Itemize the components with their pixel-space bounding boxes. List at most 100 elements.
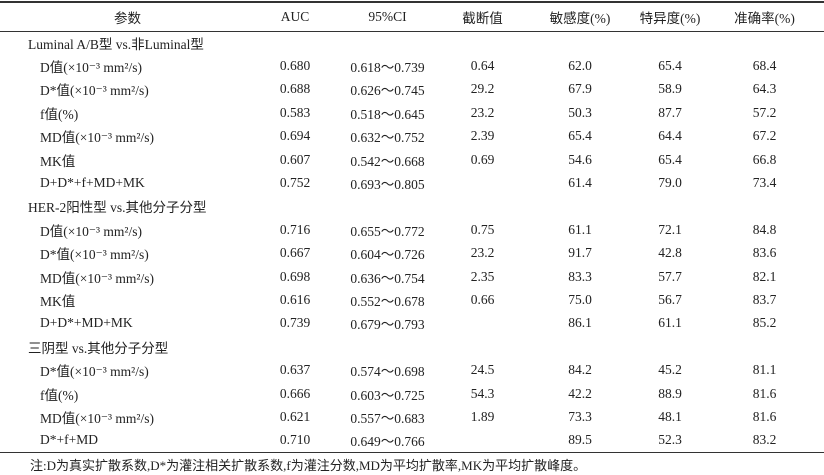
value-cell: 56.7	[658, 291, 682, 307]
value-cell: 0.557～0.683	[350, 410, 425, 426]
value-cell: 89.5	[525, 428, 635, 453]
value-cell: 75.0	[568, 291, 592, 307]
data-row: D值(×10⁻³ mm²/s) 0.680 0.618～0.739 0.64 62.0 6…	[0, 54, 824, 77]
value-cell: 0.637	[279, 362, 311, 378]
value-cell: 61.1	[568, 221, 592, 237]
value-cell: 61.4	[568, 175, 592, 191]
value-cell: 0.716	[279, 221, 311, 237]
param-cell: D+D*+f+MD+MK	[40, 175, 145, 191]
footnote: 注:D为真实扩散系数,D*为灌注相关扩散系数,f为灌注分数,MD为平均扩散率,M…	[30, 458, 587, 473]
value-cell: 0.632～0.752	[350, 130, 425, 146]
value-cell: 42.2	[568, 385, 592, 401]
value-cell: 0.69	[470, 151, 495, 167]
value-cell: 29.2	[470, 81, 495, 97]
value-cell: 61.1	[658, 315, 682, 331]
data-row: D+D*+f+MD+MK 0.752 0.693～0.805 61.4 79.0 73.4	[0, 171, 824, 194]
value-cell: 65.4	[658, 151, 682, 167]
param-cell: D*+f+MD	[0, 428, 255, 453]
value-cell: 54.6	[568, 151, 592, 167]
data-row: MK值 0.607 0.542～0.668 0.69 54.6 65.4 66.8	[0, 148, 824, 171]
value-cell: 66.8	[752, 151, 777, 167]
value-cell: 0.649～0.766	[335, 428, 440, 453]
value-cell: 0.616	[279, 291, 311, 307]
value-cell: 68.4	[752, 58, 777, 74]
value-cell: 23.2	[470, 245, 495, 261]
value-cell: 0.666	[279, 385, 311, 401]
value-cell: 88.9	[658, 385, 682, 401]
header-cell: 参数	[0, 1, 255, 32]
value-cell: 0.626～0.745	[350, 83, 425, 99]
value-cell: 67.2	[752, 128, 777, 144]
value-cell: 0.679～0.793	[350, 317, 425, 333]
value-cell: 0.607	[279, 151, 311, 167]
value-cell: 65.4	[658, 58, 682, 74]
group-row: Luminal A/B型 vs.非Luminal型	[0, 31, 824, 54]
param-cell: MK值	[40, 293, 76, 309]
value-cell: 0.552～0.678	[350, 293, 425, 309]
value-cell: 57.7	[658, 268, 682, 284]
value-cell: 1.89	[470, 408, 495, 424]
param-cell: D*值(×10⁻³ mm²/s)	[40, 83, 149, 99]
value-cell: 82.1	[752, 268, 777, 284]
value-cell: 85.2	[752, 315, 777, 331]
data-row: D值(×10⁻³ mm²/s) 0.716 0.655～0.772 0.75 61.1 7…	[0, 218, 824, 241]
value-cell: 87.7	[658, 104, 682, 120]
data-row: MD值(×10⁻³ mm²/s) 0.621 0.557～0.683 1.89 73.3…	[0, 405, 824, 428]
value-cell: 81.1	[752, 362, 777, 378]
header-cell: 敏感度(%)	[525, 1, 635, 32]
value-cell: 86.1	[568, 315, 592, 331]
value-cell: 0.693～0.805	[350, 177, 425, 193]
param-cell: f值(%)	[40, 387, 79, 403]
value-cell: 0.583	[279, 104, 311, 120]
value-cell: 0.710	[255, 428, 335, 453]
value-cell: 65.4	[568, 128, 592, 144]
group-title: HER-2阳性型 vs.其他分子分型	[28, 200, 207, 216]
param-cell: D+D*+MD+MK	[40, 315, 133, 331]
group-title: 三阴型 vs.其他分子分型	[28, 340, 169, 356]
data-row: f值(%) 0.583 0.518～0.645 23.2 50.3 87.7 57.2	[0, 101, 824, 124]
data-row: D*值(×10⁻³ mm²/s) 0.667 0.604～0.726 23.2 91.7…	[0, 242, 824, 265]
value-cell: 24.5	[470, 362, 495, 378]
data-row: D*+f+MD 0.710 0.649～0.766 89.5 52.3 83.2	[0, 428, 824, 453]
value-cell: 0.667	[279, 245, 311, 261]
data-row: f值(%) 0.666 0.603～0.725 54.3 42.2 88.9 81.6	[0, 382, 824, 405]
value-cell: 0.66	[470, 291, 495, 307]
value-cell: 0.621	[279, 408, 311, 424]
value-cell: 0.655～0.772	[350, 223, 425, 239]
table-body: Luminal A/B型 vs.非Luminal型 D值(×10⁻³ mm²/s)…	[0, 31, 824, 453]
value-cell	[440, 171, 525, 194]
value-cell: 83.7	[752, 291, 777, 307]
value-cell: 64.4	[658, 128, 682, 144]
value-cell: 48.1	[658, 408, 682, 424]
value-cell: 0.574～0.698	[350, 364, 425, 380]
value-cell: 58.9	[658, 81, 682, 97]
value-cell: 73.4	[752, 175, 777, 191]
data-row: D*值(×10⁻³ mm²/s) 0.637 0.574～0.698 24.5 84.2…	[0, 358, 824, 381]
value-cell: 45.2	[658, 362, 682, 378]
param-cell: MD值(×10⁻³ mm²/s)	[40, 410, 154, 426]
value-cell: 0.688	[279, 81, 311, 97]
header-row: 参数 AUC 95%CI 截断值 敏感度(%) 特异度(%) 准确率(%)	[0, 1, 824, 32]
value-cell: 0.752	[279, 175, 311, 191]
value-cell: 0.518～0.645	[350, 106, 425, 122]
value-cell: 54.3	[470, 385, 495, 401]
header-cell: 95%CI	[335, 1, 440, 32]
value-cell: 0.739	[279, 315, 311, 331]
header-cell: 特异度(%)	[635, 1, 705, 32]
value-cell: 83.6	[752, 245, 777, 261]
group-row: HER-2阳性型 vs.其他分子分型	[0, 195, 824, 218]
value-cell: 0.75	[470, 221, 495, 237]
param-cell: D值(×10⁻³ mm²/s)	[40, 223, 142, 239]
param-cell: f值(%)	[40, 106, 79, 122]
value-cell: 81.6	[752, 385, 777, 401]
value-cell: 0.604～0.726	[350, 247, 425, 263]
data-row: MD值(×10⁻³ mm²/s) 0.698 0.636～0.754 2.35 83.3…	[0, 265, 824, 288]
value-cell: 91.7	[568, 245, 592, 261]
value-cell: 0.64	[470, 58, 495, 74]
value-cell: 64.3	[752, 81, 777, 97]
data-row: MK值 0.616 0.552～0.678 0.66 75.0 56.7 83.7	[0, 288, 824, 311]
value-cell: 84.8	[752, 221, 777, 237]
value-cell: 84.2	[568, 362, 592, 378]
value-cell: 42.8	[658, 245, 682, 261]
